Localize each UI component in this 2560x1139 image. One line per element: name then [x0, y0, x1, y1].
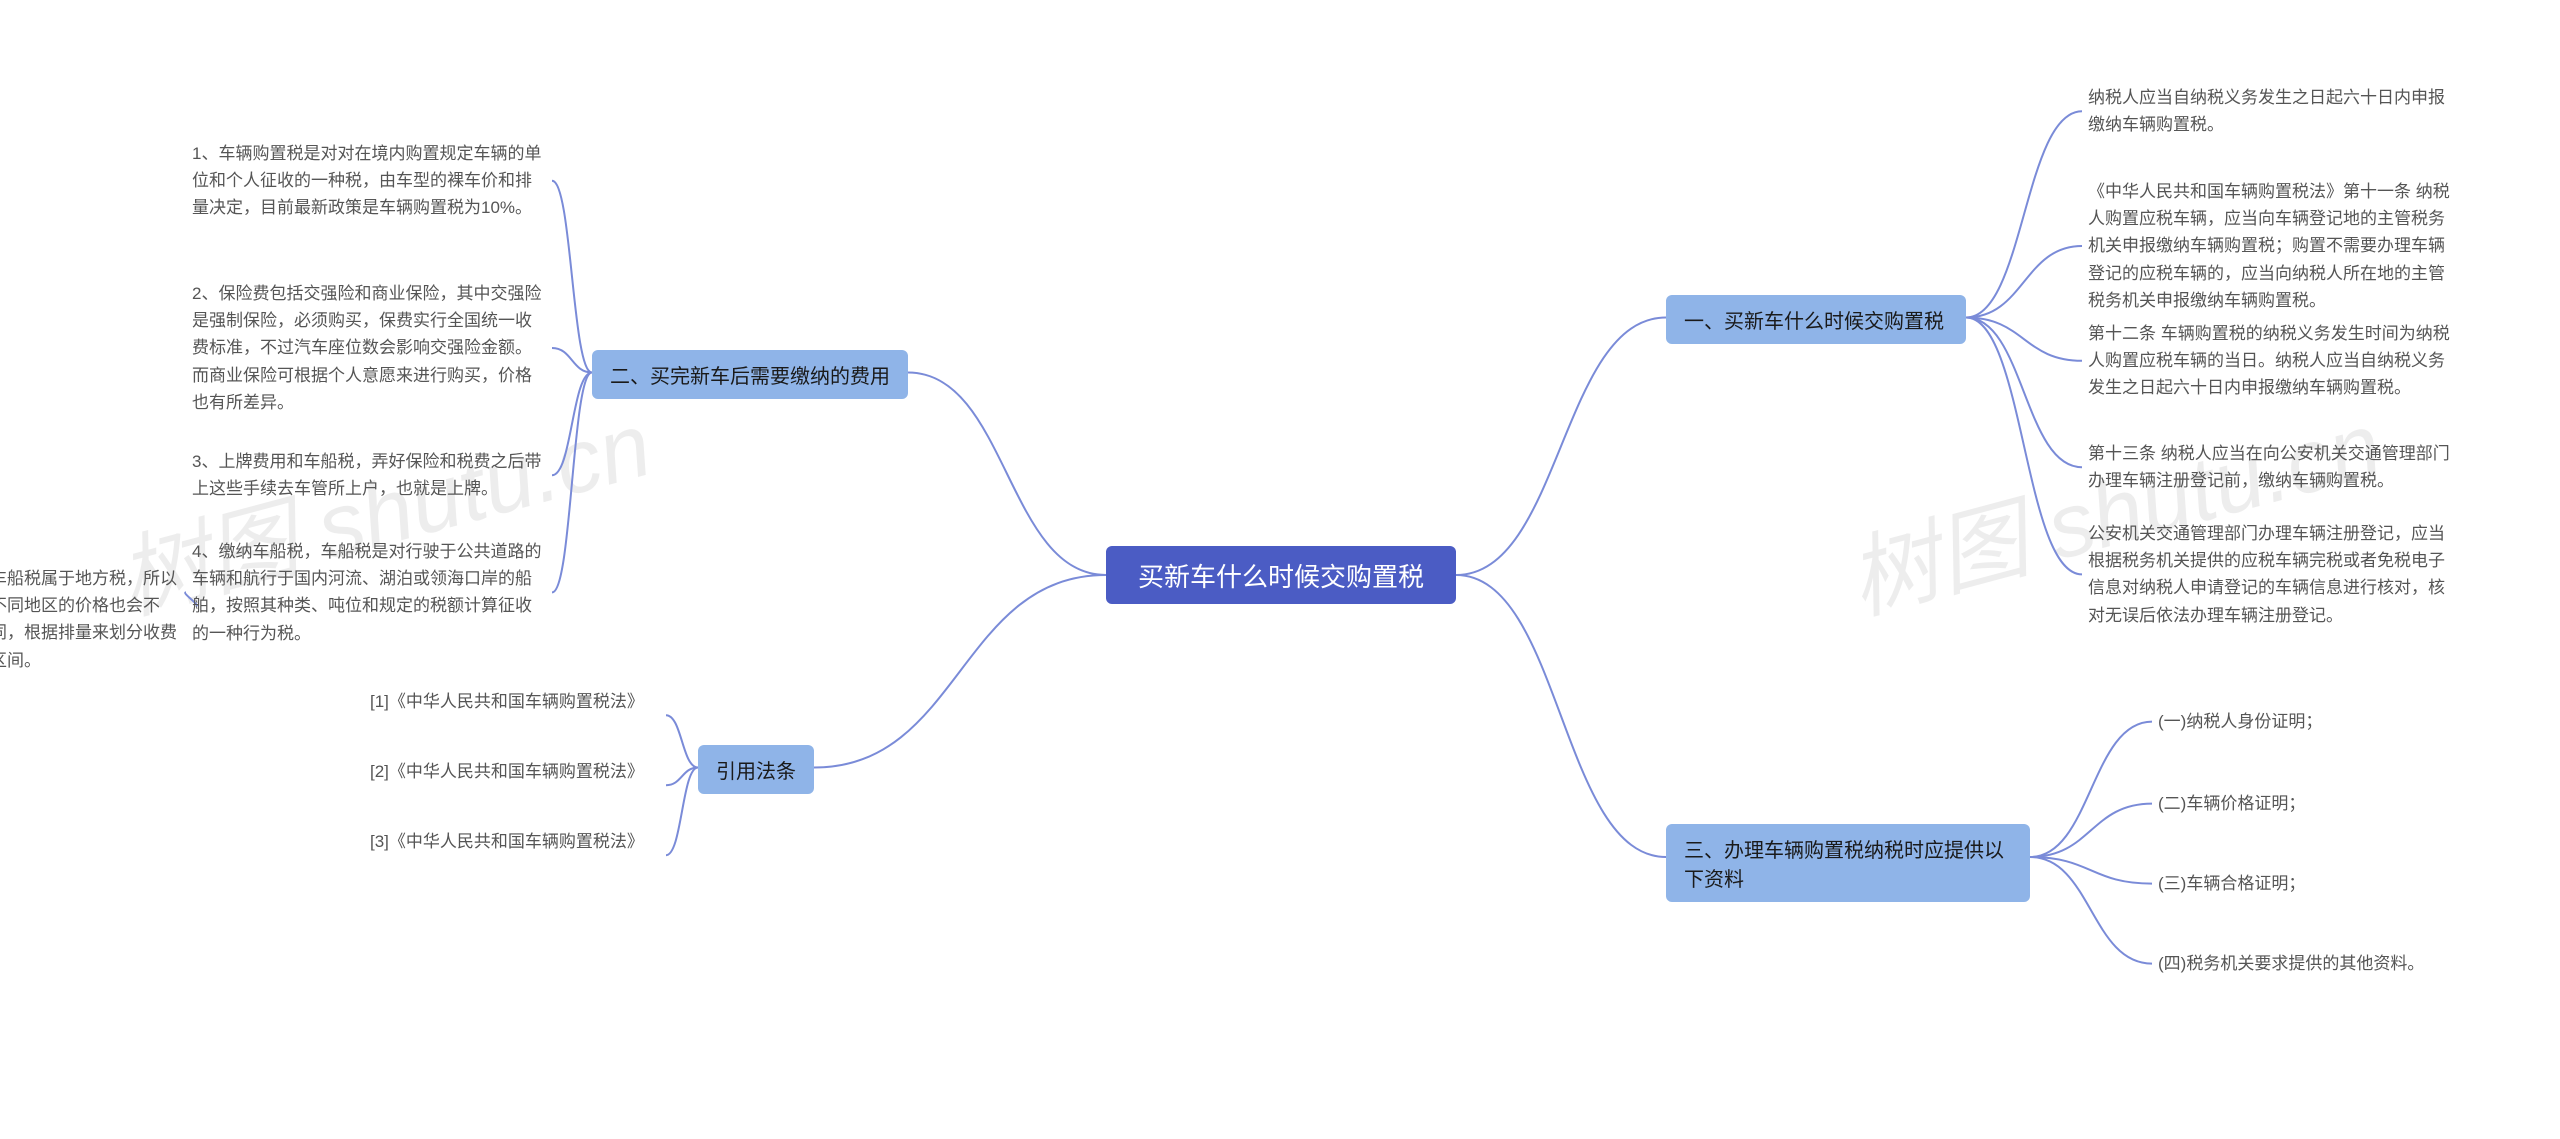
branch-fees: 二、买完新车后需要缴纳的费用 — [592, 350, 908, 399]
leaf-bref-2: [3]《中华人民共和国车辆购置税法》 — [370, 828, 660, 855]
leaf-b2-sub: 车船税属于地方税，所以不同地区的价格也会不同，根据排量来划分收费区间。 — [0, 565, 190, 674]
leaf-b1-0: 纳税人应当自纳税义务发生之日起六十日内申报缴纳车辆购置税。 — [2088, 84, 2458, 138]
leaf-b2-0: 1、车辆购置税是对对在境内购置规定车辆的单位和个人征收的一种税，由车型的裸车价和… — [192, 140, 546, 222]
leaf-b3-0: (一)纳税人身份证明； — [2158, 708, 2458, 735]
root-node: 买新车什么时候交购置税 — [1106, 546, 1456, 604]
branch-when-to-pay: 一、买新车什么时候交购置税 — [1666, 295, 1966, 344]
leaf-b1-1: 《中华人民共和国车辆购置税法》第十一条 纳税人购置应税车辆，应当向车辆登记地的主… — [2088, 178, 2458, 314]
branch-documents: 三、办理车辆购置税纳税时应提供以下资料 — [1666, 824, 2030, 902]
leaf-b2-2: 3、上牌费用和车船税，弄好保险和税费之后带上这些手续去车管所上户，也就是上牌。 — [192, 448, 546, 502]
leaf-b1-3: 第十三条 纳税人应当在向公安机关交通管理部门办理车辆注册登记前，缴纳车辆购置税。 — [2088, 440, 2458, 494]
leaf-b1-4: 公安机关交通管理部门办理车辆注册登记，应当根据税务机关提供的应税车辆完税或者免税… — [2088, 520, 2458, 629]
leaf-b1-2: 第十二条 车辆购置税的纳税义务发生时间为纳税人购置应税车辆的当日。纳税人应当自纳… — [2088, 320, 2458, 402]
leaf-b3-1: (二)车辆价格证明； — [2158, 790, 2458, 817]
branch-references: 引用法条 — [698, 745, 814, 794]
leaf-b2-1: 2、保险费包括交强险和商业保险，其中交强险是强制保险，必须购买，保费实行全国统一… — [192, 280, 546, 416]
leaf-b3-3: (四)税务机关要求提供的其他资料。 — [2158, 950, 2458, 977]
leaf-bref-1: [2]《中华人民共和国车辆购置税法》 — [370, 758, 660, 785]
leaf-b3-2: (三)车辆合格证明； — [2158, 870, 2458, 897]
leaf-bref-0: [1]《中华人民共和国车辆购置税法》 — [370, 688, 660, 715]
leaf-b2-3: 4、缴纳车船税，车船税是对行驶于公共道路的车辆和航行于国内河流、湖泊或领海口岸的… — [192, 538, 546, 647]
